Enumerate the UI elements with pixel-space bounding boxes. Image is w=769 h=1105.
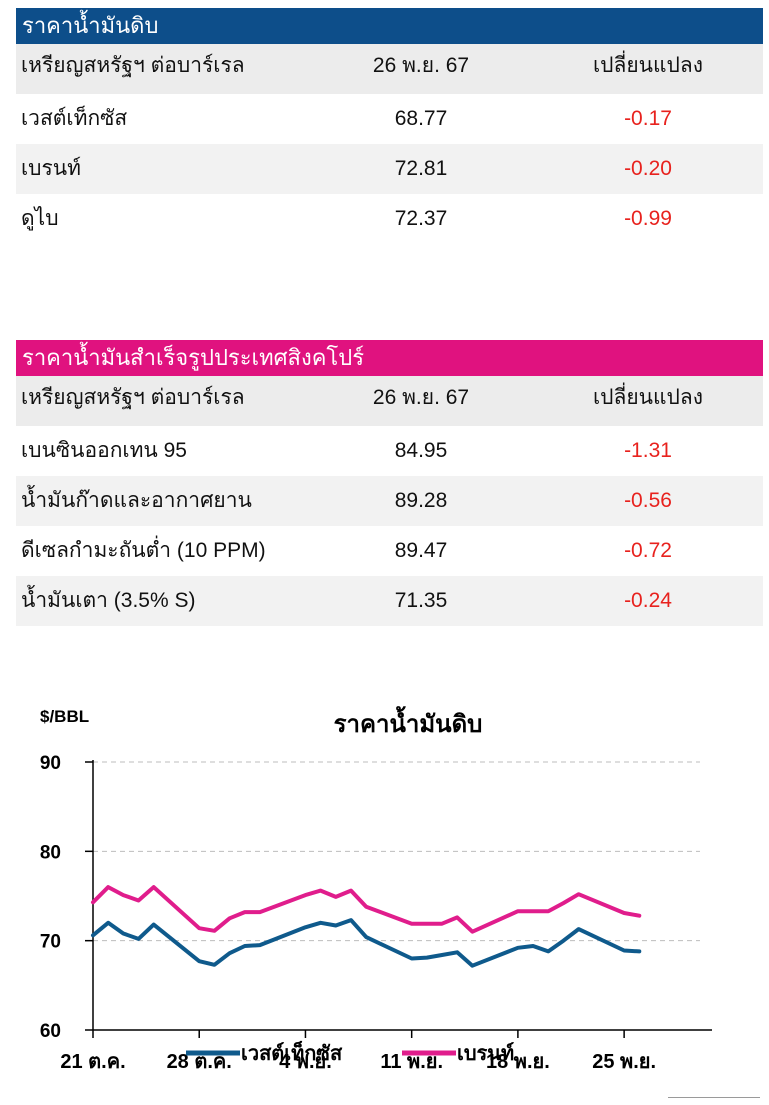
row-change: -0.99: [624, 207, 672, 230]
table-row: น้ำมันก๊าดและอากาศยาน 89.28 -0.56: [16, 476, 763, 526]
x-tick-label: 18 พ.ย.: [486, 1051, 550, 1073]
y-tick-label: 80: [40, 842, 61, 863]
row-name: เวสต์เท็กซัส: [21, 107, 128, 130]
legend: เวสต์เท็กซัส เบรนท์: [186, 1040, 514, 1065]
row-change: -0.20: [624, 157, 672, 180]
table-row: เบรนท์ 72.81 -0.20: [16, 144, 763, 194]
x-tick-labels: 21 ต.ค. 28 ต.ค. 4 พ.ย. 11 พ.ย. 18 พ.ย. 25 พ.ย…: [60, 1051, 656, 1073]
x-tick-label: 28 ต.ค.: [167, 1051, 232, 1073]
row-price: 89.28: [394, 489, 448, 512]
y-tick-label: 90: [40, 753, 61, 774]
crude-oil-table-title: ราคาน้ำมันดิบ: [16, 8, 763, 44]
y-axis-label: $/BBL: [40, 707, 89, 726]
crude-oil-price-chart: $/BBL ราคาน้ำมันดิบ 60 70 80 90 21 ต.ค. 28 ต…: [40, 705, 712, 1073]
row-price: 72.81: [394, 157, 448, 180]
change-header: เปลี่ยนแปลง: [592, 54, 704, 77]
row-name: ดูไบ: [21, 207, 59, 230]
date-header: 26 พ.ย. 67: [372, 386, 470, 409]
refined-products-table-header: เหรียญสหรัฐฯ ต่อบาร์เรล 26 พ.ย. 67 เปลี่…: [16, 376, 763, 426]
row-name: น้ำมันเตา (3.5% S): [21, 589, 196, 612]
row-change: -0.17: [624, 107, 672, 130]
row-price: 72.37: [394, 207, 448, 230]
legend-label-brent: เบรนท์: [457, 1042, 514, 1065]
row-name: เบรนท์: [21, 157, 81, 180]
row-change: -0.72: [624, 539, 672, 562]
x-tick-label: 11 พ.ย.: [380, 1051, 443, 1073]
row-price: 68.77: [394, 107, 448, 130]
table-row: เบนซินออกเทน 95 84.95 -1.31: [16, 426, 763, 476]
y-tick-label: 60: [40, 1021, 61, 1042]
y-tick-labels: 60 70 80 90: [40, 753, 61, 1042]
crude-oil-table-header: เหรียญสหรัฐฯ ต่อบาร์เรล 26 พ.ย. 67 เปลี่…: [16, 44, 763, 94]
axes: [85, 760, 712, 1038]
series-lines: [91, 885, 642, 968]
chart-title: ราคาน้ำมันดิบ: [334, 705, 483, 738]
divider-line: [668, 1097, 760, 1098]
row-change: -0.56: [624, 489, 672, 512]
date-header: 26 พ.ย. 67: [372, 54, 470, 77]
change-header: เปลี่ยนแปลง: [592, 386, 704, 409]
y-tick-label: 70: [40, 932, 61, 953]
unit-header: เหรียญสหรัฐฯ ต่อบาร์เรล: [21, 386, 245, 409]
row-change: -0.24: [624, 589, 672, 612]
x-tick-label: 4 พ.ย.: [279, 1051, 332, 1073]
row-name: เบนซินออกเทน 95: [21, 439, 187, 462]
table-row: น้ำมันเตา (3.5% S) 71.35 -0.24: [16, 576, 763, 626]
refined-products-table: ราคาน้ำมันสำเร็จรูปประเทศสิงคโปร์ เหรียญ…: [16, 340, 763, 626]
wti-series-line: [91, 918, 642, 968]
row-change: -1.31: [624, 439, 672, 462]
x-tick-label: 21 ต.ค.: [60, 1051, 125, 1073]
table-row: เวสต์เท็กซัส 68.77 -0.17: [16, 94, 763, 144]
table-row: ดีเซลกำมะถันต่ำ (10 PPM) 89.47 -0.72: [16, 526, 763, 576]
row-price: 89.47: [394, 539, 448, 562]
x-tick-label: 25 พ.ย.: [592, 1051, 656, 1073]
brent-series-line: [91, 885, 642, 934]
table-row: ดูไบ 72.37 -0.99: [16, 194, 763, 244]
row-price: 71.35: [394, 589, 448, 612]
unit-header: เหรียญสหรัฐฯ ต่อบาร์เรล: [21, 54, 245, 77]
crude-oil-table: ราคาน้ำมันดิบ เหรียญสหรัฐฯ ต่อบาร์เรล 26…: [16, 8, 763, 244]
refined-products-table-title: ราคาน้ำมันสำเร็จรูปประเทศสิงคโปร์: [16, 340, 763, 376]
row-name: ดีเซลกำมะถันต่ำ (10 PPM): [21, 539, 266, 562]
row-name: น้ำมันก๊าดและอากาศยาน: [21, 489, 252, 512]
row-price: 84.95: [394, 439, 448, 462]
legend-label-wti: เวสต์เท็กซัส: [241, 1040, 343, 1065]
